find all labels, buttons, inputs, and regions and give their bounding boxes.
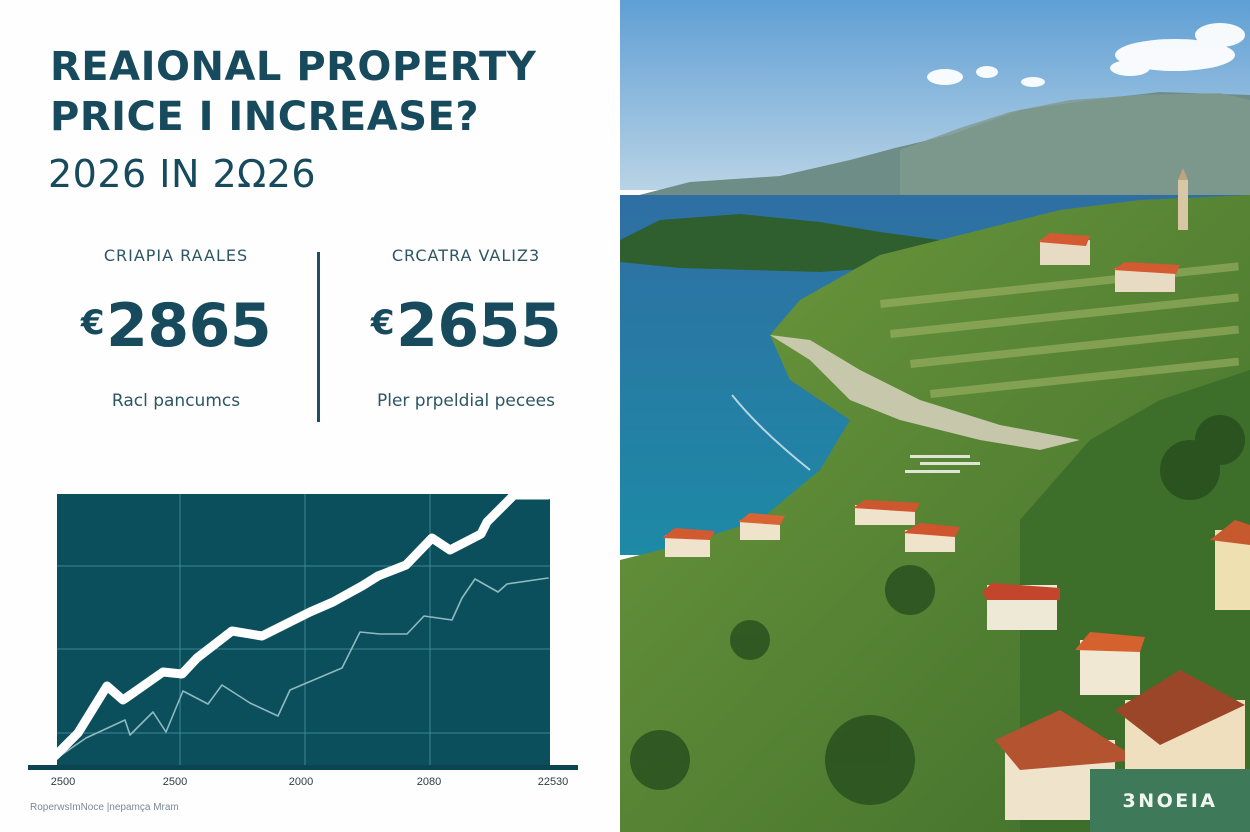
stat-number: 2655 xyxy=(396,291,562,361)
stat-number: 2865 xyxy=(106,291,272,361)
euro-icon: € xyxy=(370,303,395,343)
marina-boats xyxy=(905,455,980,473)
stat-label: CRCATRA VALIZ3 xyxy=(391,246,541,265)
chart-canvas xyxy=(28,490,578,770)
chart-baseline xyxy=(28,765,578,770)
infographic-panel: REAIONAL PROPERTY PRICE I INCREASE? 2026… xyxy=(0,0,620,832)
page-subtitle: 2026 IN 2Ω26 xyxy=(48,152,317,196)
title-line-1: REAIONAL PROPERTY xyxy=(50,44,537,90)
x-axis-ticks: 2500 2500 2000 2080 22530 xyxy=(28,776,588,794)
stat-card-right: CRCATRA VALIZ3 €2655 Pler prpeldial pece… xyxy=(336,246,596,411)
stat-divider xyxy=(317,252,320,422)
landscape-image xyxy=(620,0,1250,832)
euro-icon: € xyxy=(80,303,105,343)
price-line-chart xyxy=(28,490,588,780)
page-title: REAIONAL PROPERTY PRICE I INCREASE? xyxy=(50,42,536,142)
x-tick-label: 2500 xyxy=(162,776,188,788)
stat-caption: Racl pancumcs xyxy=(111,391,241,411)
primary-series-line xyxy=(50,490,553,761)
stat-value: €2865 xyxy=(46,288,306,361)
chart-source-note: RoperwsImNoce |nepamça Mram xyxy=(30,802,179,813)
x-tick-label: 22530 xyxy=(537,776,569,788)
stat-card-left: CRIAPIA RAALES €2865 Racl pancumcs xyxy=(46,246,306,411)
secondary-series-line xyxy=(56,577,549,759)
houses xyxy=(662,233,1250,820)
chart-series xyxy=(50,490,553,761)
x-tick-label: 2080 xyxy=(416,776,442,788)
stat-label: CRIAPIA RAALES xyxy=(103,246,249,265)
coastal-landscape-photo xyxy=(620,0,1250,832)
x-tick-label: 2000 xyxy=(288,776,314,788)
stat-value: €2655 xyxy=(336,288,596,361)
stat-caption: Pler prpeldial pecees xyxy=(376,391,555,411)
title-line-2: PRICE I INCREASE? xyxy=(50,94,480,140)
brand-badge: 3NOEIA xyxy=(1090,769,1250,832)
x-tick-label: 2500 xyxy=(50,776,76,788)
